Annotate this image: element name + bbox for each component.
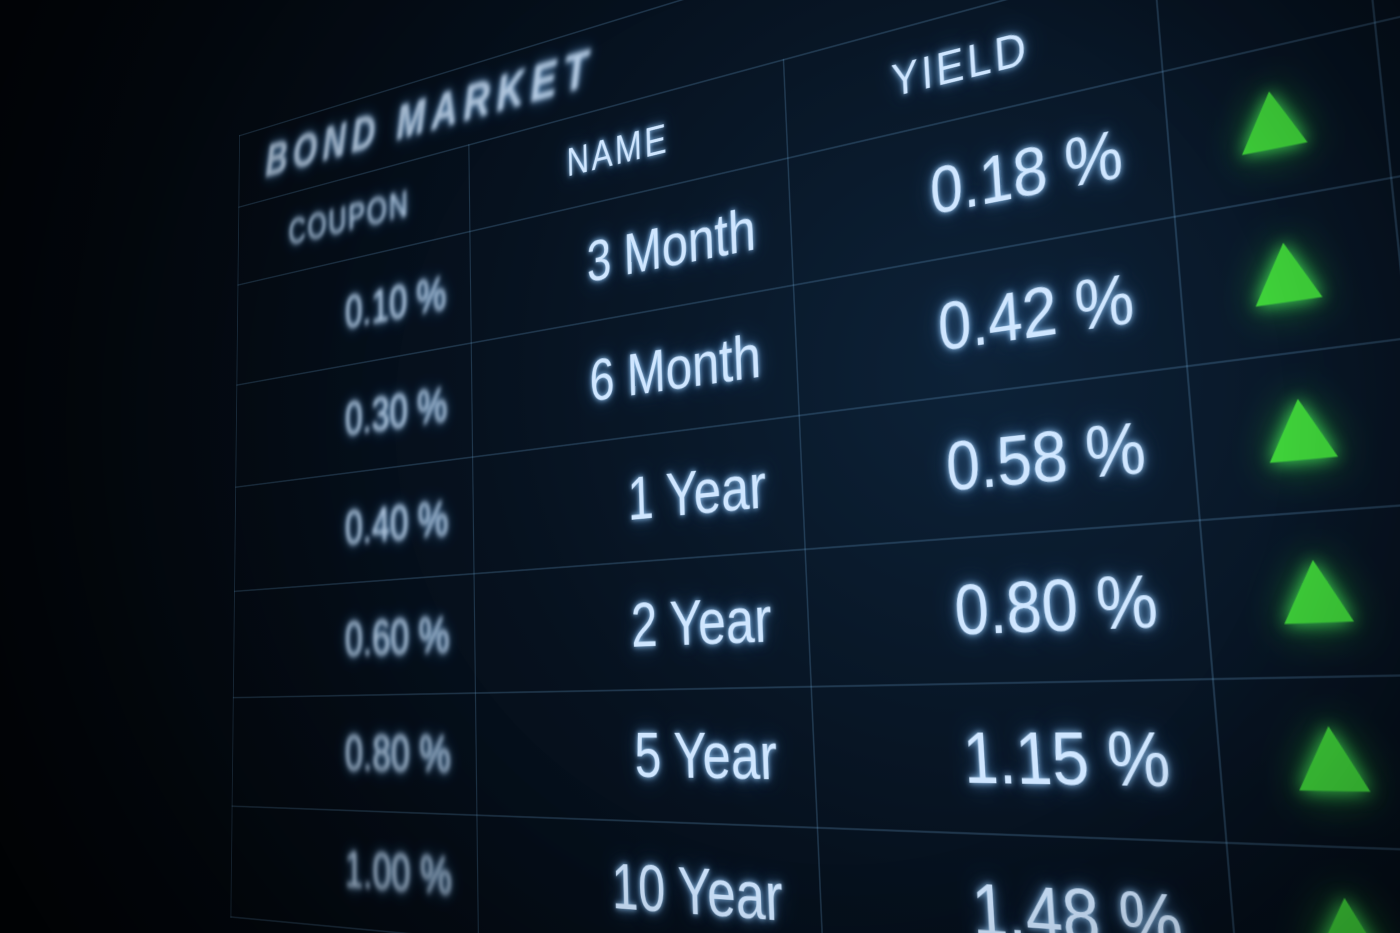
- name-cell: 5 Year: [475, 687, 817, 828]
- coupon-cell: 1.00 %: [231, 806, 479, 933]
- coupon-cell: 0.80 %: [232, 693, 477, 815]
- arrow-up-icon: [1246, 233, 1327, 311]
- bond-board: BOND MARKET COUPON NAME YIELD 0.10 % 3 M…: [230, 0, 1400, 933]
- arrow-up-icon: [1304, 892, 1392, 933]
- yield-cell: 1.48 %: [817, 828, 1240, 933]
- bond-table: BOND MARKET COUPON NAME YIELD 0.10 % 3 M…: [230, 0, 1400, 933]
- direction-cell: [1213, 675, 1400, 852]
- direction-cell: [1199, 504, 1400, 679]
- yield-cell: 0.80 %: [805, 520, 1213, 686]
- arrow-up-icon: [1232, 80, 1311, 160]
- direction-cell: [1187, 338, 1400, 520]
- arrow-up-icon: [1259, 391, 1342, 467]
- arrow-up-icon: [1274, 554, 1359, 628]
- name-cell: 2 Year: [474, 549, 811, 693]
- coupon-cell: 0.60 %: [233, 574, 475, 698]
- arrow-up-icon: [1288, 722, 1375, 796]
- yield-cell: 1.15 %: [811, 679, 1226, 843]
- direction-cell: [1226, 843, 1400, 933]
- bond-board-viewport: BOND MARKET COUPON NAME YIELD 0.10 % 3 M…: [0, 0, 1400, 933]
- name-cell: 10 Year: [477, 815, 824, 933]
